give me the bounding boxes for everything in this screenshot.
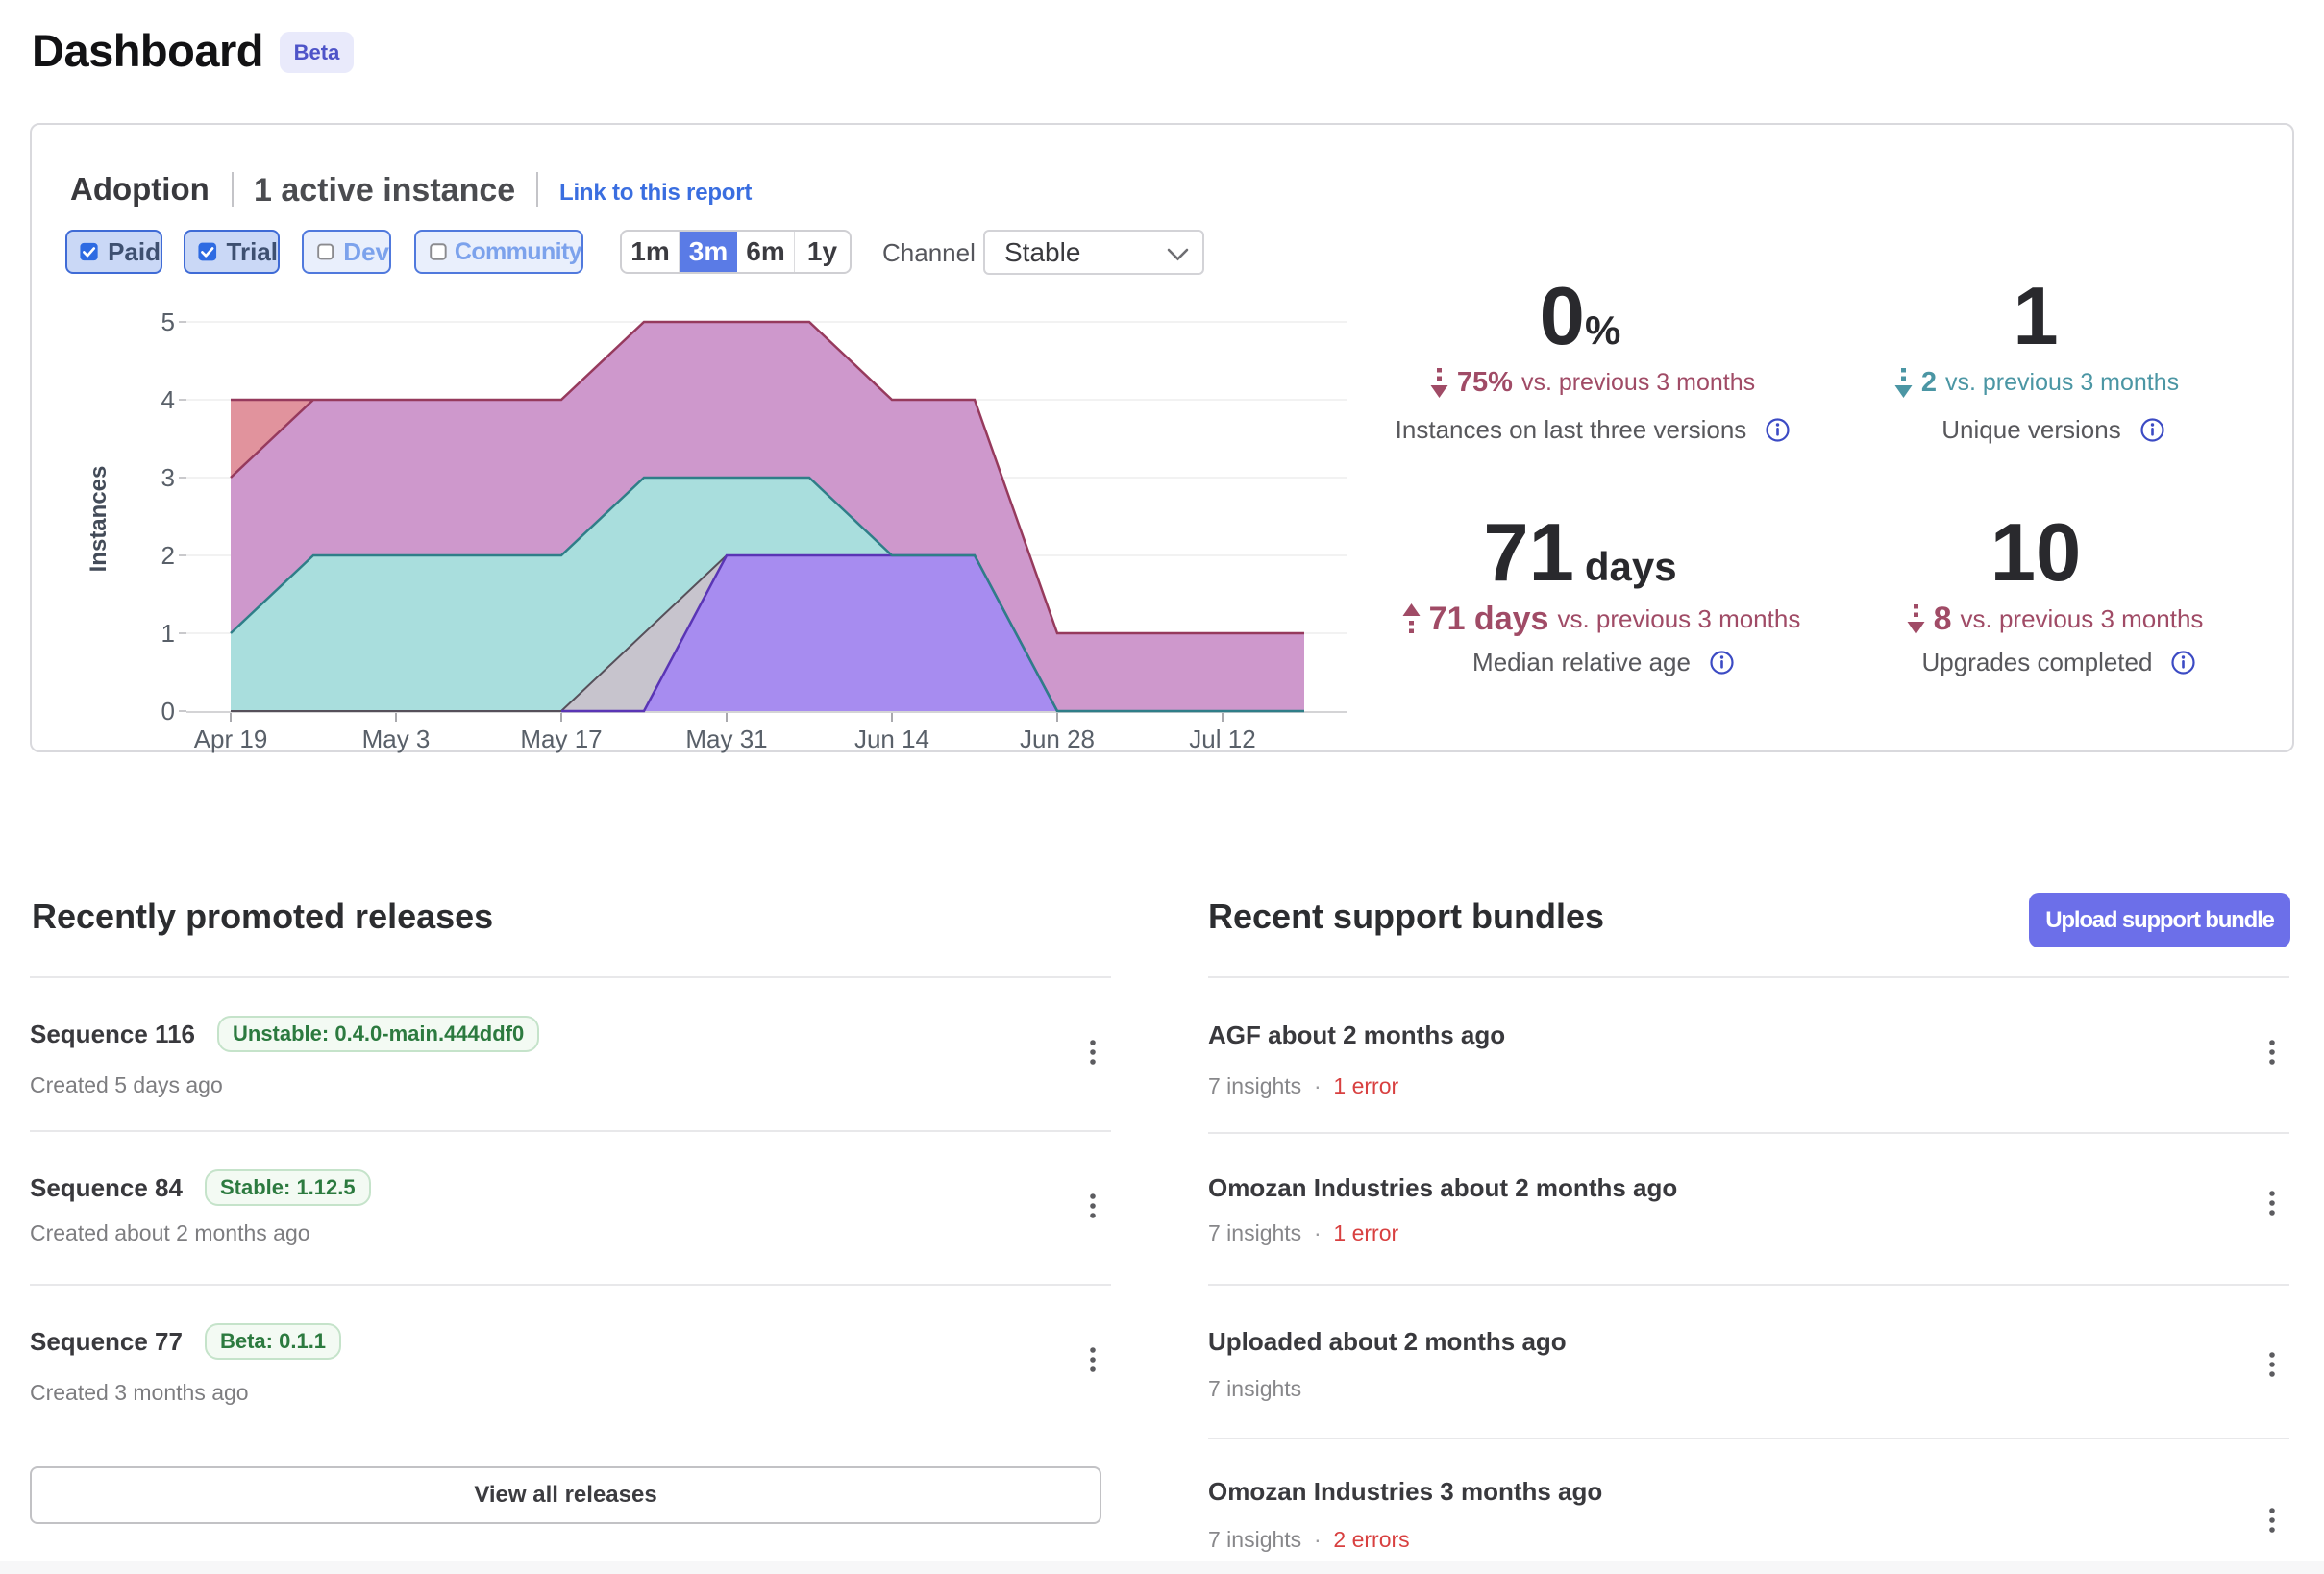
svg-text:Jul 12: Jul 12 bbox=[1189, 725, 1255, 753]
svg-text:Instances: Instances bbox=[86, 466, 111, 573]
svg-text:0: 0 bbox=[161, 697, 175, 726]
svg-text:May 31: May 31 bbox=[685, 725, 767, 753]
svg-text:May 3: May 3 bbox=[362, 725, 431, 753]
svg-text:Jun 28: Jun 28 bbox=[1020, 725, 1095, 753]
svg-text:May 17: May 17 bbox=[520, 725, 602, 753]
svg-text:3: 3 bbox=[161, 463, 175, 492]
svg-text:5: 5 bbox=[161, 307, 175, 336]
svg-text:2: 2 bbox=[161, 541, 175, 570]
svg-text:Jun 14: Jun 14 bbox=[854, 725, 929, 753]
svg-text:4: 4 bbox=[161, 385, 175, 414]
svg-text:Apr 19: Apr 19 bbox=[194, 725, 268, 753]
svg-text:1: 1 bbox=[161, 619, 175, 648]
